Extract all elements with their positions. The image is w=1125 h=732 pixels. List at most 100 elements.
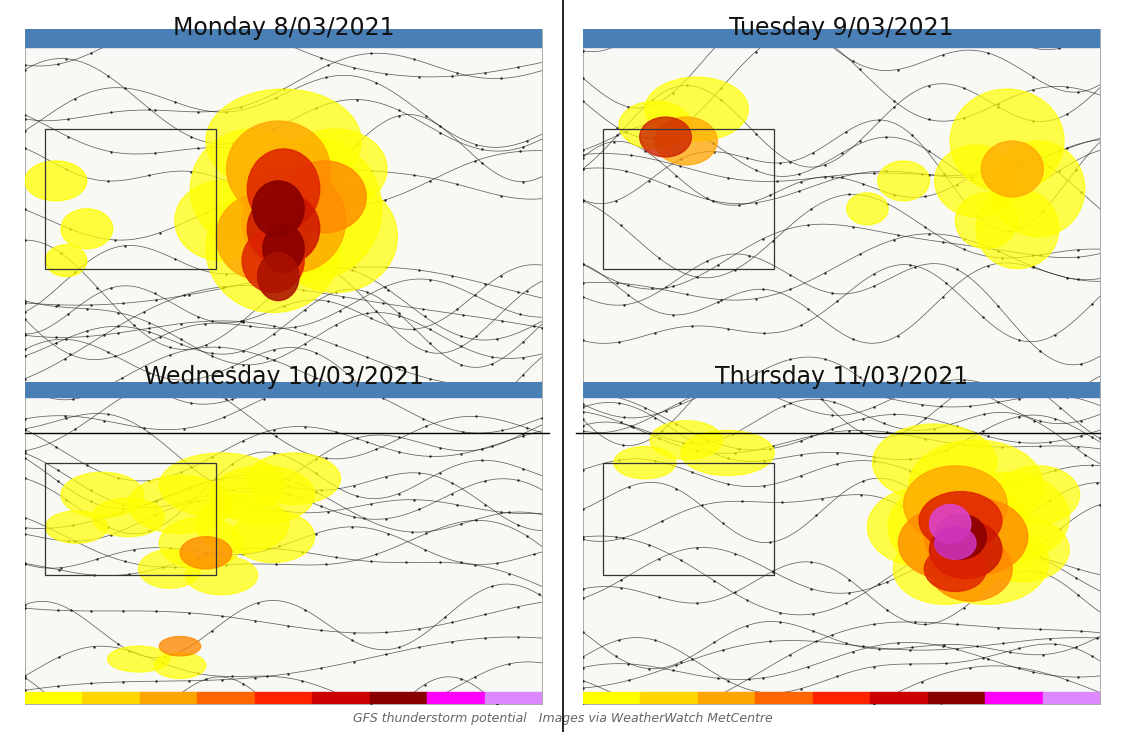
Ellipse shape bbox=[45, 511, 108, 543]
Bar bbox=[254, 692, 313, 704]
Ellipse shape bbox=[92, 498, 164, 537]
Text: Tuesday 9/03/2021: Tuesday 9/03/2021 bbox=[729, 16, 954, 40]
Bar bbox=[812, 413, 871, 428]
Ellipse shape bbox=[867, 488, 971, 566]
Bar bbox=[197, 692, 254, 704]
Ellipse shape bbox=[206, 185, 341, 313]
Ellipse shape bbox=[248, 453, 341, 504]
Ellipse shape bbox=[242, 169, 345, 272]
Bar bbox=[698, 692, 755, 704]
Ellipse shape bbox=[61, 472, 144, 518]
Ellipse shape bbox=[925, 498, 1028, 575]
Bar bbox=[1043, 413, 1100, 428]
Bar bbox=[755, 413, 812, 428]
Ellipse shape bbox=[997, 466, 1080, 524]
Bar bbox=[25, 692, 82, 704]
Ellipse shape bbox=[955, 193, 1017, 249]
Bar bbox=[583, 692, 640, 704]
Ellipse shape bbox=[991, 141, 1084, 236]
Ellipse shape bbox=[174, 181, 268, 261]
Bar bbox=[755, 692, 812, 704]
Ellipse shape bbox=[160, 453, 284, 518]
Bar bbox=[812, 692, 871, 704]
Bar bbox=[986, 413, 1043, 428]
Ellipse shape bbox=[847, 193, 888, 225]
Bar bbox=[428, 413, 485, 428]
Bar bbox=[25, 382, 542, 397]
Bar bbox=[871, 413, 928, 428]
Ellipse shape bbox=[190, 129, 315, 249]
Text: GFS thunderstorm potential   Images via WeatherWatch MetCentre: GFS thunderstorm potential Images via We… bbox=[352, 712, 773, 725]
Ellipse shape bbox=[878, 161, 929, 201]
Text: Thursday 11/03/2021: Thursday 11/03/2021 bbox=[716, 365, 968, 389]
Bar bbox=[82, 413, 140, 428]
Ellipse shape bbox=[232, 511, 315, 562]
Ellipse shape bbox=[981, 141, 1043, 197]
Ellipse shape bbox=[619, 101, 692, 149]
Text: Wednesday 10/03/2021: Wednesday 10/03/2021 bbox=[144, 365, 423, 389]
Ellipse shape bbox=[196, 495, 289, 553]
Ellipse shape bbox=[45, 244, 87, 277]
Ellipse shape bbox=[935, 145, 1017, 217]
Bar bbox=[25, 413, 82, 428]
Ellipse shape bbox=[945, 472, 1069, 562]
Ellipse shape bbox=[216, 193, 309, 280]
Ellipse shape bbox=[645, 77, 748, 141]
Ellipse shape bbox=[180, 537, 232, 569]
Ellipse shape bbox=[237, 137, 381, 280]
Bar bbox=[197, 413, 254, 428]
Bar bbox=[928, 692, 986, 704]
Ellipse shape bbox=[186, 556, 258, 594]
Ellipse shape bbox=[935, 527, 976, 559]
Bar bbox=[313, 413, 370, 428]
Ellipse shape bbox=[248, 149, 320, 228]
Bar bbox=[485, 692, 542, 704]
Bar bbox=[640, 413, 698, 428]
Bar bbox=[370, 413, 428, 428]
Bar bbox=[370, 692, 428, 704]
Ellipse shape bbox=[650, 421, 722, 460]
Ellipse shape bbox=[640, 117, 692, 157]
Bar bbox=[428, 692, 485, 704]
Bar bbox=[640, 692, 698, 704]
Ellipse shape bbox=[263, 225, 304, 272]
Ellipse shape bbox=[888, 479, 1023, 575]
Ellipse shape bbox=[108, 646, 170, 672]
Bar bbox=[140, 413, 197, 428]
Ellipse shape bbox=[976, 189, 1059, 269]
Ellipse shape bbox=[929, 537, 1013, 601]
Ellipse shape bbox=[935, 514, 987, 559]
Bar bbox=[313, 692, 370, 704]
Bar bbox=[583, 29, 1100, 48]
Ellipse shape bbox=[925, 520, 1048, 605]
Ellipse shape bbox=[976, 518, 1069, 582]
Bar bbox=[698, 413, 755, 428]
Ellipse shape bbox=[919, 492, 1002, 550]
Ellipse shape bbox=[873, 424, 997, 501]
Bar bbox=[928, 413, 986, 428]
Ellipse shape bbox=[25, 161, 87, 201]
Ellipse shape bbox=[61, 209, 112, 249]
Ellipse shape bbox=[226, 121, 330, 217]
Bar bbox=[871, 692, 928, 704]
Ellipse shape bbox=[284, 129, 387, 209]
Bar bbox=[82, 692, 140, 704]
Ellipse shape bbox=[284, 161, 367, 233]
Ellipse shape bbox=[893, 534, 997, 605]
Ellipse shape bbox=[160, 637, 200, 656]
Ellipse shape bbox=[154, 653, 206, 679]
Ellipse shape bbox=[909, 440, 1043, 530]
Ellipse shape bbox=[248, 193, 320, 265]
Ellipse shape bbox=[925, 546, 987, 591]
Ellipse shape bbox=[681, 430, 774, 476]
Bar bbox=[254, 413, 313, 428]
Bar bbox=[25, 29, 542, 48]
Ellipse shape bbox=[252, 181, 304, 236]
Bar bbox=[485, 413, 542, 428]
Bar bbox=[986, 692, 1043, 704]
Ellipse shape bbox=[128, 476, 232, 534]
Text: Monday 8/03/2021: Monday 8/03/2021 bbox=[173, 16, 394, 40]
Ellipse shape bbox=[242, 228, 304, 293]
Ellipse shape bbox=[273, 181, 397, 293]
Ellipse shape bbox=[212, 466, 315, 524]
